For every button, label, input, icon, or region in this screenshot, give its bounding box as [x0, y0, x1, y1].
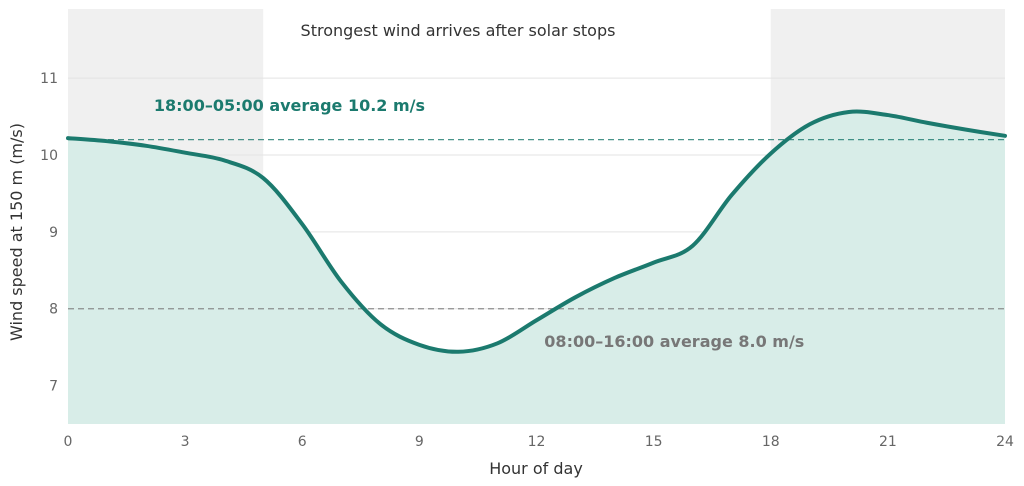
y-tick-label-10: 10 — [40, 148, 58, 164]
x-tick-label-6: 6 — [298, 434, 307, 450]
chart-title: Strongest wind arrives after solar stops — [301, 21, 616, 40]
reference-label-1: 08:00–16:00 average 8.0 m/s — [544, 332, 804, 351]
x-tick-label-24: 24 — [996, 434, 1014, 450]
reference-label-0: 18:00–05:00 average 10.2 m/s — [154, 96, 425, 115]
y-tick-label-8: 8 — [49, 302, 58, 318]
series-line-layer — [66, 109, 1007, 354]
x-tick-label-0: 0 — [64, 434, 73, 450]
x-tick-label-3: 3 — [181, 434, 190, 450]
y-tick-labels: 7 8 9 10 11 — [40, 71, 58, 394]
x-tick-labels: 0 3 6 9 12 15 18 21 24 — [64, 434, 1014, 450]
y-axis-title: Wind speed at 150 m (m/s) — [7, 123, 26, 341]
y-tick-label-7: 7 — [49, 379, 58, 395]
x-tick-label-18: 18 — [762, 434, 780, 450]
area-layer — [68, 111, 1005, 424]
series-line — [66, 109, 1007, 354]
x-tick-label-15: 15 — [645, 434, 663, 450]
annotations: 18:00–05:00 average 10.2 m/s 08:00–16:00 … — [154, 96, 804, 351]
series-area-fill — [68, 111, 1005, 424]
x-tick-label-9: 9 — [415, 434, 424, 450]
x-axis-title: Hour of day — [489, 459, 583, 478]
reference-lines — [68, 139, 1005, 310]
x-tick-label-12: 12 — [528, 434, 546, 450]
y-tick-label-9: 9 — [49, 225, 58, 241]
y-tick-label-11: 11 — [40, 71, 58, 87]
x-tick-label-21: 21 — [879, 434, 897, 450]
